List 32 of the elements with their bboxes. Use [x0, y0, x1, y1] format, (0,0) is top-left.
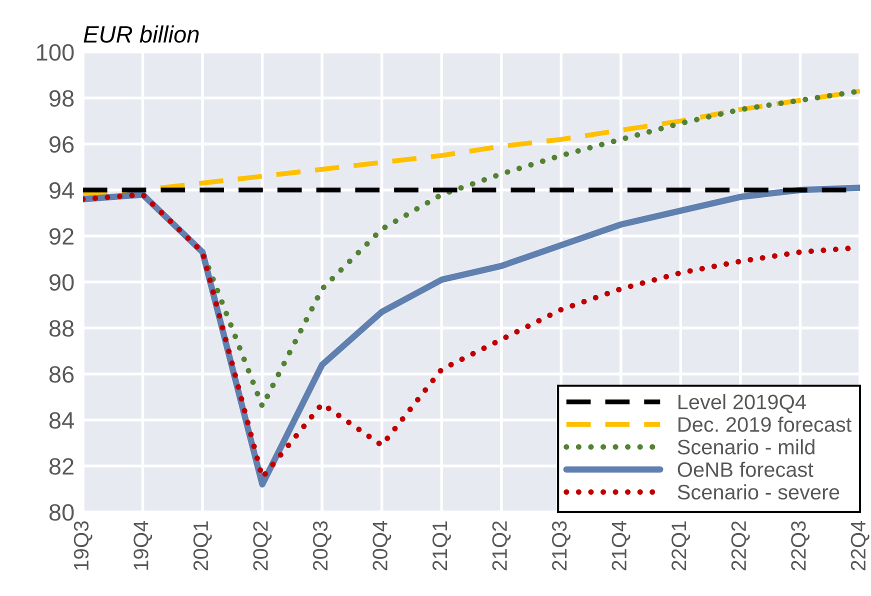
- y-tick-label: 88: [49, 320, 74, 337]
- x-tick-label: 22Q3: [791, 521, 810, 570]
- x-tick-label: 21Q4: [612, 520, 630, 570]
- legend-label: Level 2019Q4: [678, 394, 806, 414]
- legend-label: Scenario - severe: [678, 484, 840, 500]
- y-tick-label: 80: [49, 504, 74, 521]
- x-tick-label: 22Q1: [672, 521, 690, 570]
- line-series: [83, 88, 860, 198]
- x-tick-label: 20Q4: [372, 520, 392, 570]
- x-tick-label: 19Q4: [134, 520, 152, 570]
- y-tick-label: 92: [50, 228, 74, 245]
- y-tick-label: 98: [50, 90, 74, 107]
- x-tick-label: 20Q1: [193, 521, 212, 570]
- x-tick-label: 20Q2: [253, 521, 272, 570]
- y-tick-label: 84: [49, 412, 74, 429]
- y-tick-label: 90: [50, 274, 74, 291]
- y-tick-label: 96: [50, 136, 74, 153]
- y-tick-label: 100: [37, 44, 74, 61]
- legend-label: Scenario - mild: [678, 439, 814, 454]
- y-tick-label: 94: [50, 182, 74, 199]
- x-tick-label: 22Q4: [850, 520, 870, 570]
- x-tick-label: 21Q2: [492, 521, 511, 570]
- y-axis-title: EUR billion: [84, 25, 199, 43]
- x-tick-label: 21Q1: [432, 521, 451, 570]
- legend-label: Dec. 2019 forecast: [678, 416, 852, 432]
- x-tick-label: 20Q3: [312, 521, 332, 570]
- legend-label: OeNB forecast: [678, 462, 814, 478]
- x-tick-label: 22Q2: [731, 521, 750, 570]
- y-tick-label: 82: [49, 458, 74, 475]
- y-tick-label: 86: [49, 366, 74, 383]
- x-tick-label: 19Q3: [74, 521, 92, 570]
- x-tick-label: 21Q3: [552, 521, 570, 570]
